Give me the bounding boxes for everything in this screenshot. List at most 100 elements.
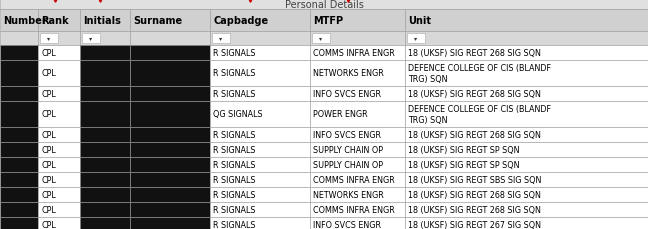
Text: Number: Number <box>3 16 47 26</box>
Text: R SIGNALS: R SIGNALS <box>213 175 255 184</box>
Text: CPL: CPL <box>41 131 56 139</box>
Text: R SIGNALS: R SIGNALS <box>213 131 255 139</box>
Bar <box>38 32 80 46</box>
Text: DEFENCE COLLEGE OF CIS (BLANDF: DEFENCE COLLEGE OF CIS (BLANDF <box>408 63 551 72</box>
Bar <box>210 32 310 46</box>
Bar <box>0 142 38 157</box>
Bar <box>310 46 405 61</box>
Bar <box>210 101 310 128</box>
Bar <box>405 142 648 157</box>
Text: R SIGNALS: R SIGNALS <box>213 49 255 58</box>
Text: 18 (UKSF) SIG REGT SP SQN: 18 (UKSF) SIG REGT SP SQN <box>408 160 520 169</box>
Text: Capbadge: Capbadge <box>213 16 268 26</box>
Bar <box>38 187 80 202</box>
Bar <box>38 87 80 101</box>
Bar <box>405 128 648 142</box>
Bar <box>130 187 210 202</box>
Text: NETWORKS ENGR: NETWORKS ENGR <box>313 69 384 78</box>
Bar <box>130 87 210 101</box>
Bar <box>210 157 310 172</box>
Bar <box>0 128 38 142</box>
Bar <box>40 34 58 44</box>
Bar <box>310 202 405 217</box>
Bar <box>80 202 130 217</box>
Bar <box>80 142 130 157</box>
Bar <box>130 61 210 87</box>
Text: ▾: ▾ <box>47 36 51 41</box>
Bar <box>210 128 310 142</box>
Text: 18 (UKSF) SIG REGT 268 SIG SQN: 18 (UKSF) SIG REGT 268 SIG SQN <box>408 190 541 199</box>
Bar <box>0 32 38 46</box>
Bar <box>210 46 310 61</box>
Bar <box>38 46 80 61</box>
Bar <box>210 187 310 202</box>
Bar <box>310 101 405 128</box>
Bar <box>130 172 210 187</box>
Bar <box>310 128 405 142</box>
Bar <box>80 61 130 87</box>
Bar <box>310 187 405 202</box>
Bar <box>38 172 80 187</box>
Bar <box>38 217 80 229</box>
Text: INFO SVCS ENGR: INFO SVCS ENGR <box>313 220 381 229</box>
Bar <box>80 10 130 32</box>
Bar <box>80 32 130 46</box>
Bar <box>210 10 310 32</box>
Bar <box>310 61 405 87</box>
Bar <box>80 217 130 229</box>
Text: ▾: ▾ <box>89 36 93 41</box>
Bar <box>38 128 80 142</box>
Bar <box>80 187 130 202</box>
Bar <box>130 10 210 32</box>
Text: CPL: CPL <box>41 49 56 58</box>
Bar <box>405 46 648 61</box>
Bar <box>405 61 648 87</box>
Text: CPL: CPL <box>41 175 56 184</box>
Bar <box>310 10 405 32</box>
Text: SUPPLY CHAIN OP: SUPPLY CHAIN OP <box>313 160 383 169</box>
Bar <box>130 101 210 128</box>
Bar <box>405 10 648 32</box>
Bar <box>210 172 310 187</box>
Bar <box>210 61 310 87</box>
Bar <box>405 187 648 202</box>
Text: QG SIGNALS: QG SIGNALS <box>213 110 262 119</box>
Bar <box>310 87 405 101</box>
Bar <box>80 128 130 142</box>
Bar <box>405 172 648 187</box>
Bar <box>0 202 38 217</box>
Text: COMMS INFRA ENGR: COMMS INFRA ENGR <box>313 175 395 184</box>
Text: 18 (UKSF) SIG REGT 268 SIG SQN: 18 (UKSF) SIG REGT 268 SIG SQN <box>408 49 541 58</box>
Text: SUPPLY CHAIN OP: SUPPLY CHAIN OP <box>313 145 383 154</box>
Bar <box>80 172 130 187</box>
Bar <box>210 217 310 229</box>
Bar <box>0 0 648 10</box>
Text: 18 (UKSF) SIG REGT 268 SIG SQN: 18 (UKSF) SIG REGT 268 SIG SQN <box>408 131 541 139</box>
Bar <box>38 101 80 128</box>
Text: R SIGNALS: R SIGNALS <box>213 220 255 229</box>
Text: R SIGNALS: R SIGNALS <box>213 160 255 169</box>
Text: 18 (UKSF) SIG REGT 268 SIG SQN: 18 (UKSF) SIG REGT 268 SIG SQN <box>408 90 541 98</box>
Text: R SIGNALS: R SIGNALS <box>213 69 255 78</box>
Bar <box>312 34 330 44</box>
Bar <box>405 32 648 46</box>
Bar <box>38 10 80 32</box>
Text: INFO SVCS ENGR: INFO SVCS ENGR <box>313 131 381 139</box>
Text: R SIGNALS: R SIGNALS <box>213 90 255 98</box>
Bar <box>405 101 648 128</box>
Bar <box>0 157 38 172</box>
Bar <box>130 157 210 172</box>
Text: Initials: Initials <box>83 16 121 26</box>
Text: CPL: CPL <box>41 110 56 119</box>
Bar <box>405 202 648 217</box>
Bar <box>80 157 130 172</box>
Bar <box>210 202 310 217</box>
Text: Rank: Rank <box>41 16 69 26</box>
Bar <box>80 87 130 101</box>
Text: CPL: CPL <box>41 220 56 229</box>
Text: DEFENCE COLLEGE OF CIS (BLANDF: DEFENCE COLLEGE OF CIS (BLANDF <box>408 104 551 113</box>
Bar <box>310 172 405 187</box>
Bar <box>0 187 38 202</box>
Text: 18 (UKSF) SIG REGT SP SQN: 18 (UKSF) SIG REGT SP SQN <box>408 145 520 154</box>
Text: CPL: CPL <box>41 90 56 98</box>
